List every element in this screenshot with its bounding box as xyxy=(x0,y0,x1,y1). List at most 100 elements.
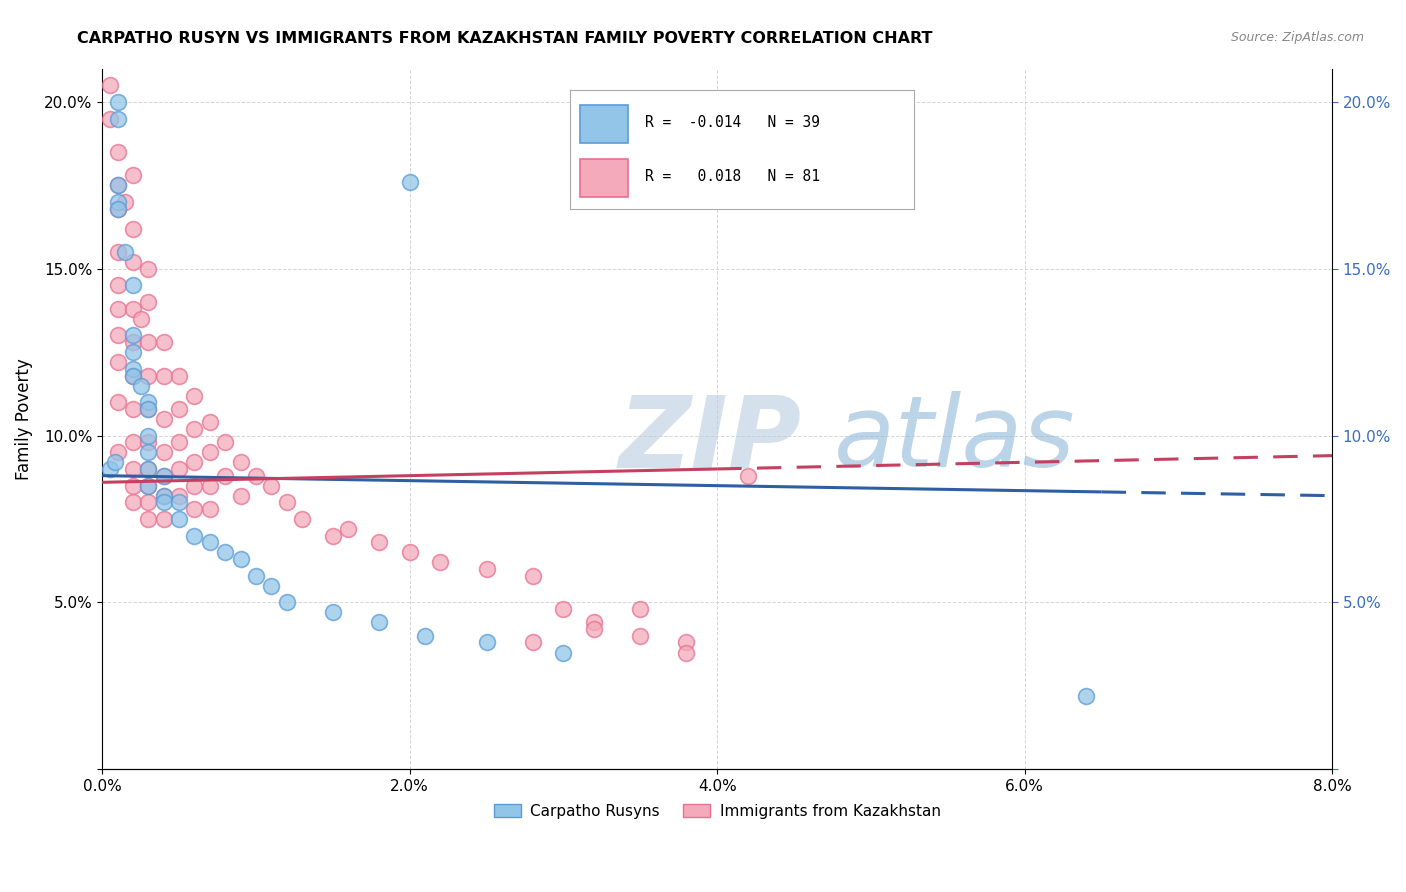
Point xyxy=(122,401,145,416)
Point xyxy=(167,401,190,416)
Point xyxy=(198,478,221,492)
Point xyxy=(107,278,129,293)
Point xyxy=(107,95,129,109)
Point xyxy=(107,178,129,193)
Point xyxy=(122,368,145,383)
Point xyxy=(98,462,121,476)
Point xyxy=(152,495,174,509)
Point xyxy=(167,489,190,503)
Point xyxy=(138,462,160,476)
Point xyxy=(583,615,606,630)
Point xyxy=(114,245,136,260)
Point xyxy=(183,455,205,469)
Point xyxy=(183,478,205,492)
Point xyxy=(107,245,129,260)
Point xyxy=(260,478,283,492)
Point xyxy=(138,512,160,526)
Point xyxy=(103,455,125,469)
Point xyxy=(152,412,174,426)
Point xyxy=(138,462,160,476)
Point xyxy=(553,602,575,616)
Point xyxy=(122,478,145,492)
Point xyxy=(198,415,221,429)
Point xyxy=(167,435,190,450)
Point xyxy=(276,595,298,609)
Point xyxy=(122,255,145,269)
Point xyxy=(138,395,160,409)
Point xyxy=(129,378,152,392)
Point xyxy=(152,512,174,526)
Point xyxy=(138,401,160,416)
Point xyxy=(98,112,121,126)
Point xyxy=(737,468,759,483)
Point xyxy=(122,345,145,359)
Point xyxy=(107,202,129,216)
Point xyxy=(152,468,174,483)
Point xyxy=(107,301,129,316)
Point xyxy=(138,368,160,383)
Point xyxy=(107,202,129,216)
Point xyxy=(138,445,160,459)
Point xyxy=(152,445,174,459)
Point xyxy=(152,468,174,483)
Point xyxy=(138,478,160,492)
Point xyxy=(229,552,252,566)
Point xyxy=(706,188,728,202)
Point xyxy=(107,112,129,126)
Point xyxy=(337,522,360,536)
Point xyxy=(183,502,205,516)
Point xyxy=(138,435,160,450)
Point xyxy=(183,422,205,436)
Point xyxy=(475,562,498,576)
Y-axis label: Family Poverty: Family Poverty xyxy=(15,358,32,480)
Point xyxy=(368,615,391,630)
Point xyxy=(628,602,651,616)
Point xyxy=(167,495,190,509)
Point xyxy=(152,368,174,383)
Point xyxy=(183,388,205,402)
Point xyxy=(138,261,160,276)
Point xyxy=(167,462,190,476)
Point xyxy=(152,335,174,350)
Point xyxy=(122,278,145,293)
Point xyxy=(138,335,160,350)
Point xyxy=(245,468,267,483)
Point xyxy=(198,502,221,516)
Point xyxy=(122,335,145,350)
Point xyxy=(122,495,145,509)
Point xyxy=(138,401,160,416)
Point xyxy=(138,295,160,310)
Point xyxy=(413,629,436,643)
Point xyxy=(276,495,298,509)
Point xyxy=(398,545,420,559)
Text: atlas: atlas xyxy=(834,392,1076,489)
Point xyxy=(583,622,606,636)
Point xyxy=(198,535,221,549)
Point xyxy=(122,301,145,316)
Text: CARPATHO RUSYN VS IMMIGRANTS FROM KAZAKHSTAN FAMILY POVERTY CORRELATION CHART: CARPATHO RUSYN VS IMMIGRANTS FROM KAZAKH… xyxy=(77,31,932,46)
Point xyxy=(522,635,544,649)
Point xyxy=(429,555,451,569)
Point xyxy=(229,455,252,469)
Point xyxy=(167,512,190,526)
Point xyxy=(475,635,498,649)
Point xyxy=(1076,689,1098,703)
Point xyxy=(152,489,174,503)
Point xyxy=(322,606,344,620)
Point xyxy=(122,221,145,235)
Point xyxy=(522,568,544,582)
Text: ZIP: ZIP xyxy=(619,392,801,489)
Point xyxy=(129,311,152,326)
Point xyxy=(98,78,121,93)
Point xyxy=(114,194,136,209)
Point xyxy=(107,355,129,369)
Point xyxy=(122,169,145,183)
Point xyxy=(198,445,221,459)
Point xyxy=(107,145,129,159)
Point xyxy=(138,478,160,492)
Point xyxy=(245,568,267,582)
Point xyxy=(122,328,145,343)
Point xyxy=(368,535,391,549)
Point xyxy=(229,489,252,503)
Point xyxy=(167,368,190,383)
